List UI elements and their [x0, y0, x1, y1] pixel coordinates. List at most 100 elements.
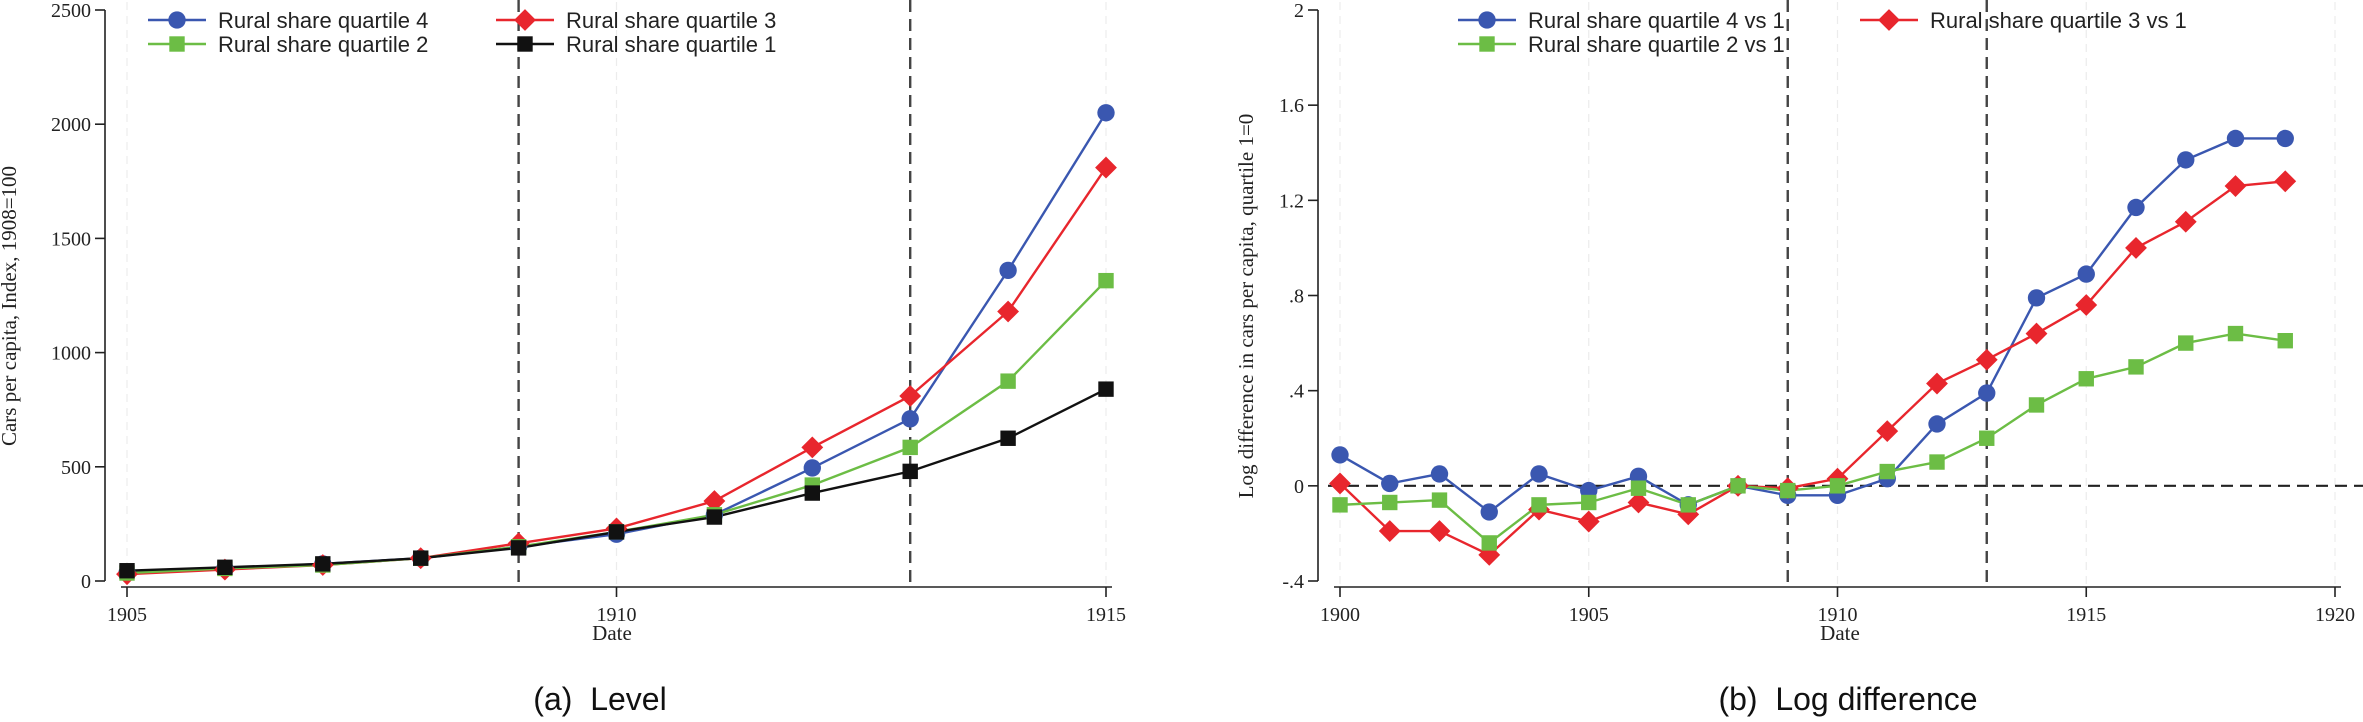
data-point-rural-share-quartile-1 — [119, 563, 135, 579]
data-point-rural-share-quartile-3-vs-1 — [2274, 170, 2297, 193]
data-point-rural-share-quartile-1 — [510, 540, 527, 556]
y-axis-label-log-difference: Log difference in cars per capita, quart… — [1234, 114, 1258, 499]
data-point-rural-share-quartile-1 — [804, 485, 820, 501]
caption-log-difference: (b) Log difference — [1718, 681, 1977, 717]
x-tick-label: 1910 — [1818, 604, 1858, 626]
data-point-rural-share-quartile-4-vs-1 — [1331, 446, 1349, 464]
x-tick-label: 1905 — [107, 604, 147, 626]
legend-marker — [517, 36, 533, 52]
data-point-rural-share-quartile-3 — [703, 490, 726, 512]
legend-label: Rural share quartile 2 — [218, 32, 428, 57]
reference-lines-log-difference — [1328, 0, 2363, 587]
data-point-rural-share-quartile-1 — [706, 509, 723, 525]
data-point-rural-share-quartile-3-vs-1 — [2174, 210, 2197, 233]
legend-label: Rural share quartile 3 — [566, 8, 776, 33]
data-point-rural-share-quartile-4-vs-1 — [1928, 415, 1946, 433]
series-level — [116, 104, 1117, 586]
data-point-rural-share-quartile-3 — [801, 436, 824, 459]
data-point-rural-share-quartile-3-vs-1 — [2075, 294, 2098, 316]
series-line-rural-share-quartile-2-vs-1 — [1339, 332, 2286, 545]
data-point-rural-share-quartile-4-vs-1 — [2077, 265, 2095, 283]
data-point-rural-share-quartile-1 — [1098, 381, 1114, 397]
data-point-rural-share-quartile-3-vs-1 — [1577, 510, 1600, 533]
series-line-rural-share-quartile-3-vs-1 — [1339, 180, 2286, 557]
x-axis-label-log-difference: Date — [1820, 621, 1860, 645]
data-point-rural-share-quartile-3-vs-1 — [1329, 472, 1351, 495]
data-point-rural-share-quartile-2-vs-1 — [1730, 478, 1746, 494]
y-tick-label: .4 — [1289, 381, 1304, 403]
data-point-rural-share-quartile-2-vs-1 — [1581, 494, 1597, 511]
data-point-rural-share-quartile-2-vs-1 — [1979, 430, 1995, 446]
data-point-rural-share-quartile-2-vs-1 — [2128, 359, 2144, 375]
data-point-rural-share-quartile-1 — [902, 463, 918, 480]
data-point-rural-share-quartile-4-vs-1 — [2276, 129, 2294, 148]
legend-marker — [1479, 36, 1495, 52]
series-line-rural-share-quartile-4-vs-1 — [1339, 137, 2286, 514]
legend-label: Rural share quartile 3 vs 1 — [1930, 8, 2187, 33]
y-tick-label: 1500 — [51, 228, 91, 250]
data-point-rural-share-quartile-2-vs-1 — [2277, 333, 2293, 349]
data-point-rural-share-quartile-2-vs-1 — [1829, 478, 1846, 494]
data-point-rural-share-quartile-3-vs-1 — [1926, 372, 1948, 395]
x-tick-label: 1920 — [2315, 604, 2355, 626]
data-point-rural-share-quartile-4 — [803, 459, 821, 477]
y-tick-label: 1000 — [51, 343, 91, 365]
data-point-rural-share-quartile-4 — [1097, 104, 1115, 122]
series-log-difference — [1329, 129, 2297, 566]
legend-marker — [1878, 9, 1900, 31]
data-point-rural-share-quartile-2-vs-1 — [1929, 454, 1945, 470]
data-point-rural-share-quartile-4-vs-1 — [2027, 289, 2046, 307]
data-point-rural-share-quartile-1 — [413, 550, 429, 566]
legend-label: Rural share quartile 4 — [218, 8, 428, 33]
legend-label: Rural share quartile 4 vs 1 — [1528, 8, 1785, 33]
data-point-rural-share-quartile-3-vs-1 — [1876, 420, 1899, 443]
caption-level: (a) Level — [533, 681, 666, 717]
data-point-rural-share-quartile-1 — [1000, 430, 1016, 446]
legend-marker — [514, 9, 536, 31]
y-tick-label: .8 — [1289, 286, 1304, 308]
data-point-rural-share-quartile-3-vs-1 — [1975, 348, 1998, 371]
y-axis-label-level: Cars per capita, Index, 1908=100 — [0, 166, 21, 446]
panel-level: 0 500 1000 1500 2000 2500 1905 1910 1915 Rural s… — [0, 0, 1126, 717]
x-tick-label: 1900 — [1320, 604, 1360, 626]
data-point-rural-share-quartile-1 — [315, 556, 331, 572]
data-point-rural-share-quartile-1 — [217, 559, 233, 575]
data-point-rural-share-quartile-2-vs-1 — [2078, 371, 2094, 387]
data-point-rural-share-quartile-3-vs-1 — [1627, 491, 1650, 514]
data-point-rural-share-quartile-3-vs-1 — [2224, 175, 2247, 197]
x-tick-label: 1915 — [2066, 604, 2106, 626]
legend-label: Rural share quartile 1 — [566, 32, 776, 57]
data-point-rural-share-quartile-2-vs-1 — [2028, 397, 2045, 413]
data-point-rural-share-quartile-2-vs-1 — [1879, 463, 1895, 480]
x-axis-label-level: Date — [592, 621, 632, 645]
x-tick-label: 1910 — [597, 604, 637, 626]
data-point-rural-share-quartile-2 — [1000, 373, 1016, 389]
data-point-rural-share-quartile-4-vs-1 — [1530, 465, 1548, 483]
data-point-rural-share-quartile-2 — [902, 439, 918, 456]
legend-level: Rural share quartile 4 Rural share quarti… — [148, 8, 776, 57]
data-point-rural-share-quartile-3 — [899, 385, 922, 407]
data-point-rural-share-quartile-4-vs-1 — [2177, 151, 2195, 169]
x-tick-label: 1915 — [1086, 604, 1126, 626]
data-point-rural-share-quartile-2-vs-1 — [1431, 492, 1448, 508]
data-point-rural-share-quartile-4-vs-1 — [1381, 474, 1399, 493]
data-point-rural-share-quartile-2-vs-1 — [1680, 497, 1696, 513]
data-point-rural-share-quartile-2-vs-1 — [1780, 482, 1796, 499]
data-point-rural-share-quartile-1 — [608, 524, 625, 540]
data-point-rural-share-quartile-3 — [997, 300, 1020, 323]
reference-lines-level — [517, 0, 912, 587]
data-point-rural-share-quartile-4 — [901, 410, 919, 428]
data-point-rural-share-quartile-3-vs-1 — [2025, 322, 2048, 345]
legend-label: Rural share quartile 2 vs 1 — [1528, 32, 1785, 57]
data-point-rural-share-quartile-3-vs-1 — [1428, 520, 1451, 542]
data-point-rural-share-quartile-4-vs-1 — [1430, 465, 1449, 483]
y-tick-label: 2 — [1294, 0, 1304, 22]
y-tick-label: 0 — [1294, 476, 1304, 498]
axes-log-difference: -.4 0 .4 .8 1.2 1.6 2 1900 1905 1910 1915 1920 — [1279, 0, 2355, 626]
y-tick-label: 500 — [61, 457, 91, 479]
legend-marker — [169, 36, 185, 52]
y-tick-label: 2500 — [51, 0, 91, 22]
data-point-rural-share-quartile-4-vs-1 — [1480, 503, 1498, 521]
data-point-rural-share-quartile-4-vs-1 — [1978, 384, 1996, 402]
